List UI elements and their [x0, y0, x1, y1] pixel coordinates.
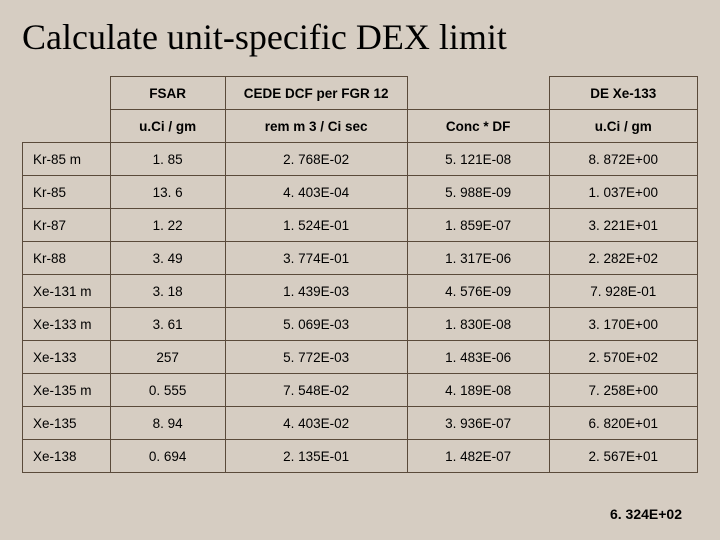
cell-cede: 2. 135E-01	[225, 440, 407, 473]
subheader-conc: Conc * DF	[407, 110, 549, 143]
cell-conc: 4. 576E-09	[407, 275, 549, 308]
cell-conc: 5. 988E-09	[407, 176, 549, 209]
table-header-row-2: u.Ci / gm rem m 3 / Ci sec Conc * DF u.C…	[23, 110, 698, 143]
cell-cede: 3. 774E-01	[225, 242, 407, 275]
cell-de: 7. 928E-01	[549, 275, 698, 308]
slide: Calculate unit-specific DEX limit FSAR C…	[0, 0, 720, 540]
row-label: Kr-85 m	[23, 143, 111, 176]
cell-cede: 1. 524E-01	[225, 209, 407, 242]
cell-conc: 3. 936E-07	[407, 407, 549, 440]
cell-fsar: 1. 22	[110, 209, 225, 242]
table-row: Xe-1358. 944. 403E-023. 936E-076. 820E+0…	[23, 407, 698, 440]
table-row: Kr-8513. 64. 403E-045. 988E-091. 037E+00	[23, 176, 698, 209]
table-row: Kr-85 m1. 852. 768E-025. 121E-088. 872E+…	[23, 143, 698, 176]
cell-cede: 7. 548E-02	[225, 374, 407, 407]
subheader-empty	[23, 110, 111, 143]
table-row: Kr-871. 221. 524E-011. 859E-073. 221E+01	[23, 209, 698, 242]
cell-fsar: 257	[110, 341, 225, 374]
cell-fsar: 0. 555	[110, 374, 225, 407]
row-label: Xe-131 m	[23, 275, 111, 308]
table-row: Xe-131 m3. 181. 439E-034. 576E-097. 928E…	[23, 275, 698, 308]
cell-de: 2. 567E+01	[549, 440, 698, 473]
cell-fsar: 0. 694	[110, 440, 225, 473]
cell-conc: 1. 317E-06	[407, 242, 549, 275]
table-row: Kr-883. 493. 774E-011. 317E-062. 282E+02	[23, 242, 698, 275]
dex-limit-table: FSAR CEDE DCF per FGR 12 DE Xe-133 u.Ci …	[22, 76, 698, 473]
cell-conc: 5. 121E-08	[407, 143, 549, 176]
cell-conc: 1. 859E-07	[407, 209, 549, 242]
cell-de: 8. 872E+00	[549, 143, 698, 176]
cell-cede: 1. 439E-03	[225, 275, 407, 308]
row-label: Xe-135 m	[23, 374, 111, 407]
cell-fsar: 3. 49	[110, 242, 225, 275]
cell-fsar: 3. 18	[110, 275, 225, 308]
table-row: Xe-135 m0. 5557. 548E-024. 189E-087. 258…	[23, 374, 698, 407]
header-empty	[23, 77, 111, 110]
cell-de: 1. 037E+00	[549, 176, 698, 209]
table-header-row-1: FSAR CEDE DCF per FGR 12 DE Xe-133	[23, 77, 698, 110]
row-label: Xe-135	[23, 407, 111, 440]
row-label: Kr-85	[23, 176, 111, 209]
row-label: Xe-133	[23, 341, 111, 374]
cell-fsar: 8. 94	[110, 407, 225, 440]
cell-cede: 5. 772E-03	[225, 341, 407, 374]
total-value: 6. 324E+02	[610, 506, 682, 522]
cell-conc: 1. 830E-08	[407, 308, 549, 341]
slide-title: Calculate unit-specific DEX limit	[22, 16, 698, 58]
row-label: Kr-87	[23, 209, 111, 242]
subheader-cede: rem m 3 / Ci sec	[225, 110, 407, 143]
subheader-de: u.Ci / gm	[549, 110, 698, 143]
cell-de: 2. 570E+02	[549, 341, 698, 374]
cell-fsar: 3. 61	[110, 308, 225, 341]
row-label: Kr-88	[23, 242, 111, 275]
cell-de: 3. 170E+00	[549, 308, 698, 341]
table-row: Xe-1332575. 772E-031. 483E-062. 570E+02	[23, 341, 698, 374]
row-label: Xe-133 m	[23, 308, 111, 341]
cell-de: 6. 820E+01	[549, 407, 698, 440]
cell-de: 3. 221E+01	[549, 209, 698, 242]
cell-cede: 4. 403E-04	[225, 176, 407, 209]
cell-de: 7. 258E+00	[549, 374, 698, 407]
subheader-fsar: u.Ci / gm	[110, 110, 225, 143]
table-row: Xe-133 m3. 615. 069E-031. 830E-083. 170E…	[23, 308, 698, 341]
cell-de: 2. 282E+02	[549, 242, 698, 275]
cell-conc: 4. 189E-08	[407, 374, 549, 407]
cell-cede: 2. 768E-02	[225, 143, 407, 176]
cell-cede: 5. 069E-03	[225, 308, 407, 341]
header-fsar: FSAR	[110, 77, 225, 110]
cell-conc: 1. 482E-07	[407, 440, 549, 473]
cell-fsar: 13. 6	[110, 176, 225, 209]
row-label: Xe-138	[23, 440, 111, 473]
table-row: Xe-1380. 6942. 135E-011. 482E-072. 567E+…	[23, 440, 698, 473]
cell-cede: 4. 403E-02	[225, 407, 407, 440]
header-cede: CEDE DCF per FGR 12	[225, 77, 407, 110]
header-de: DE Xe-133	[549, 77, 698, 110]
table-body: FSAR CEDE DCF per FGR 12 DE Xe-133 u.Ci …	[23, 77, 698, 473]
header-empty-2	[407, 77, 549, 110]
cell-fsar: 1. 85	[110, 143, 225, 176]
cell-conc: 1. 483E-06	[407, 341, 549, 374]
